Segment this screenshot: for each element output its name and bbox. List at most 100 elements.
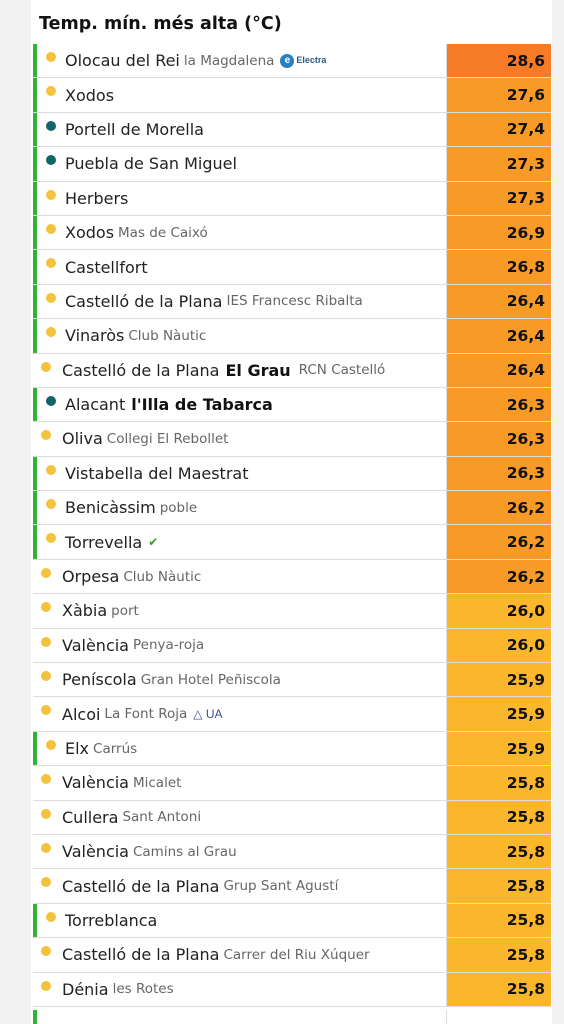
table-row[interactable]: Torrevella ✔ 26,2 bbox=[33, 525, 551, 560]
station-dot-sun-icon bbox=[41, 842, 51, 853]
station-name: Torrevella bbox=[65, 532, 143, 552]
electra-logo-text: Electra bbox=[296, 55, 327, 66]
station-dot-teal-icon bbox=[46, 395, 56, 406]
station-name-cell: Castelló de la Plana IES Francesc Ribalta bbox=[33, 284, 447, 319]
station-name: Xodos bbox=[65, 85, 115, 105]
station-name-cell: Dénia les Rotes bbox=[33, 972, 447, 1006]
ranking-table: Olocau del Rei la Magdalena e Electra 28,6 Xo… bbox=[33, 44, 551, 1007]
station-name-cell: Puebla de San Miguel bbox=[33, 147, 447, 181]
station-dot-sun-icon bbox=[41, 877, 51, 888]
station-dot-sun-icon bbox=[46, 739, 56, 750]
name-cell bbox=[33, 1010, 447, 1024]
station-name-cell: Vinaròs Club Nàutic bbox=[33, 319, 447, 353]
station-sublocation: La Font Roja bbox=[104, 706, 188, 723]
station-name: València bbox=[62, 842, 129, 862]
station-dot-sun-icon bbox=[41, 808, 51, 819]
station-name-cell: València Camins al Grau bbox=[33, 834, 447, 869]
table-row[interactable]: València Camins al Grau 25,8 bbox=[33, 834, 551, 870]
station-name: Herbers bbox=[65, 188, 129, 208]
station-dot-sun-icon bbox=[46, 258, 56, 269]
table-row[interactable]: Xodos 27,6 bbox=[33, 78, 551, 113]
table-row[interactable]: Vistabella del Maestrat 26,3 bbox=[33, 456, 551, 492]
station-dot-sun-icon bbox=[41, 671, 51, 682]
station-name: Dénia bbox=[62, 979, 109, 999]
station-name-cell: València Micalet bbox=[33, 766, 447, 800]
page-title: Temp. mín. més alta (°C) bbox=[39, 14, 282, 34]
table-row[interactable]: Alacant l'Illa de Tabarca 26,3 bbox=[33, 387, 551, 423]
station-dot-sun-icon bbox=[46, 911, 56, 922]
temperature-value: 25,8 bbox=[447, 869, 551, 903]
table-row[interactable]: Castelló de la Plana Grup Sant Agustí 25,8 bbox=[33, 869, 551, 904]
station-dot-sun-icon bbox=[46, 86, 56, 97]
station-name-cell: Castellfort bbox=[33, 250, 447, 284]
station-sublocation: poble bbox=[159, 499, 198, 516]
table-row[interactable]: València Penya-roja 26,0 bbox=[33, 628, 551, 664]
table-row[interactable]: Cullera Sant Antoni 25,8 bbox=[33, 800, 551, 835]
table-row[interactable]: Olocau del Rei la Magdalena e Electra 28,6 bbox=[33, 44, 551, 79]
temperature-value: 25,8 bbox=[447, 800, 551, 834]
station-dot-sun-icon bbox=[46, 223, 56, 234]
station-name: Benicàssim bbox=[65, 498, 156, 518]
station-name-cell: Castelló de la Plana Grup Sant Agustí bbox=[33, 869, 447, 903]
temperature-value: 26,3 bbox=[447, 456, 551, 491]
station-name: València bbox=[62, 635, 129, 655]
temperature-value: 27,4 bbox=[447, 112, 551, 147]
table-row-partial bbox=[33, 1010, 551, 1024]
station-name-cell: Peníscola Gran Hotel Peñiscola bbox=[33, 663, 447, 697]
temperature-value: 26,9 bbox=[447, 215, 551, 250]
station-name-cell: Oliva Collegi El Rebollet bbox=[33, 422, 447, 456]
station-sublocation: Mas de Caixó bbox=[118, 224, 208, 241]
station-name: Olocau del Rei bbox=[65, 51, 180, 71]
table-row[interactable]: Vinaròs Club Nàutic 26,4 bbox=[33, 319, 551, 354]
temperature-value: 27,6 bbox=[447, 78, 551, 112]
table-row[interactable]: Dénia les Rotes 25,8 bbox=[33, 972, 551, 1007]
temperature-value: 26,4 bbox=[447, 319, 551, 353]
station-dot-teal-icon bbox=[46, 120, 56, 131]
table-row[interactable]: Castelló de la Plana El Grau RCN Castelló 2… bbox=[33, 353, 551, 388]
temperature-value: 25,8 bbox=[447, 766, 551, 800]
temperature-value: 25,8 bbox=[447, 834, 551, 869]
table-row[interactable]: Xàbia port 26,0 bbox=[33, 594, 551, 629]
table-row[interactable]: Portell de Morella 27,4 bbox=[33, 112, 551, 148]
ua-logo-text: UA bbox=[205, 707, 223, 722]
table-row[interactable]: Elx Carrús 25,9 bbox=[33, 731, 551, 767]
station-name: Oliva bbox=[62, 429, 103, 449]
station-name-cell: Alcoi La Font Roja △ UA bbox=[33, 697, 447, 731]
station-name: Castellfort bbox=[65, 257, 148, 277]
table-row[interactable]: Castelló de la Plana IES Francesc Ribalta… bbox=[33, 284, 551, 320]
table-row[interactable]: Torreblanca 25,8 bbox=[33, 903, 551, 939]
station-name-cell: Castelló de la Plana Carrer del Riu Xúque… bbox=[33, 938, 447, 972]
ua-logo-icon: △ UA bbox=[193, 707, 223, 722]
station-name: Alacant bbox=[65, 395, 126, 415]
station-sublocation: Penya-roja bbox=[132, 637, 205, 654]
table-row[interactable]: Alcoi La Font Roja △ UA 25,9 bbox=[33, 697, 551, 732]
table-row[interactable]: Xodos Mas de Caixó 26,9 bbox=[33, 215, 551, 251]
table-row[interactable]: Benicàssim poble 26,2 bbox=[33, 491, 551, 526]
station-dot-sun-icon bbox=[41, 636, 51, 647]
station-name: Castelló de la Plana bbox=[62, 360, 220, 380]
table-row[interactable]: Peníscola Gran Hotel Peñiscola 25,9 bbox=[33, 663, 551, 698]
table-row[interactable]: València Micalet 25,8 bbox=[33, 766, 551, 801]
temperature-value: 27,3 bbox=[447, 147, 551, 181]
temperature-value: 28,6 bbox=[447, 44, 551, 78]
table-row[interactable]: Herbers 27,3 bbox=[33, 181, 551, 216]
table-row[interactable]: Castellfort 26,8 bbox=[33, 250, 551, 285]
table-row[interactable]: Oliva Collegi El Rebollet 26,3 bbox=[33, 422, 551, 457]
station-sublocation: Carrer del Riu Xúquer bbox=[223, 946, 370, 963]
station-name-cell: Elx Carrús bbox=[33, 731, 447, 766]
station-dot-sun-icon bbox=[46, 464, 56, 475]
station-name-cell: Portell de Morella bbox=[33, 112, 447, 147]
station-dot-sun-icon bbox=[46, 189, 56, 200]
table-row[interactable]: Puebla de San Miguel 27,3 bbox=[33, 147, 551, 182]
temperature-value: 25,9 bbox=[447, 697, 551, 731]
table-row[interactable]: Castelló de la Plana Carrer del Riu Xúque… bbox=[33, 938, 551, 973]
temperature-value: 26,2 bbox=[447, 559, 551, 594]
temperature-value: 25,9 bbox=[447, 663, 551, 697]
station-name: Castelló de la Plana bbox=[62, 876, 220, 896]
station-name-cell: València Penya-roja bbox=[33, 628, 447, 663]
station-name-cell: Torreblanca bbox=[33, 903, 447, 938]
station-dot-sun-icon bbox=[41, 946, 51, 957]
table-row[interactable]: Orpesa Club Nàutic 26,2 bbox=[33, 559, 551, 595]
station-name: Castelló de la Plana bbox=[65, 291, 223, 311]
station-name-cell: Orpesa Club Nàutic bbox=[33, 559, 447, 594]
